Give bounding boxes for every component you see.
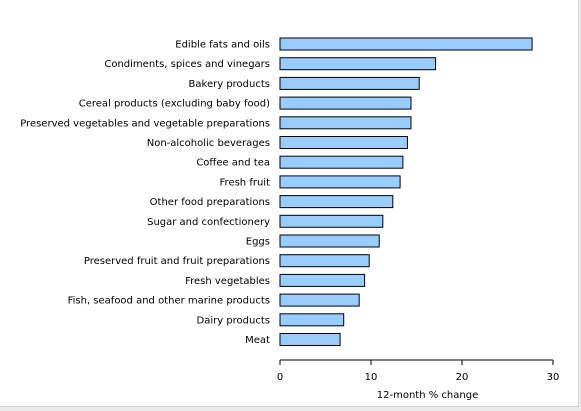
bar [279, 37, 533, 51]
category-label: Cereal products (excluding baby food) [79, 99, 270, 110]
x-ticks-group: 0 10 20 30 [277, 360, 560, 383]
x-axis: 0 10 20 30 [277, 359, 560, 383]
x-tick-label: 0 [277, 372, 283, 383]
category-label: Fish, seafood and other marine products [68, 296, 270, 307]
bar [279, 234, 380, 248]
category-label: Eggs [246, 237, 270, 248]
x-tick-label: 20 [456, 372, 469, 383]
bar [279, 293, 360, 307]
bars-group [279, 37, 533, 346]
bar [279, 273, 366, 287]
category-label: Dairy products [197, 315, 271, 326]
category-label: Meat [245, 335, 270, 346]
category-label: Non-alcoholic beverages [147, 138, 270, 149]
category-label: Fresh vegetables [185, 276, 270, 287]
category-label: Bakery products [189, 79, 270, 90]
category-label: Fresh fruit [220, 177, 271, 188]
x-tick-label: 30 [547, 372, 560, 383]
bar [279, 155, 404, 169]
category-labels-group: Edible fats and oils Condiments, spices a… [20, 40, 270, 347]
category-label: Preserved vegetables and vegetable prepa… [20, 118, 270, 129]
bar [279, 175, 401, 189]
bar [279, 116, 412, 130]
bar [279, 96, 412, 110]
category-label: Condiments, spices and vinegars [104, 59, 270, 70]
category-label: Preserved fruit and fruit preparations [84, 256, 270, 267]
category-label: Coffee and tea [196, 158, 270, 169]
bar [279, 214, 384, 228]
bar [279, 195, 394, 209]
bar [279, 76, 420, 90]
bar [279, 57, 437, 71]
x-tick-label: 10 [365, 372, 378, 383]
bar [279, 254, 370, 268]
bar [279, 136, 408, 149]
category-label: Edible fats and oils [175, 40, 270, 51]
category-label: Sugar and confectionery [147, 217, 270, 228]
category-label: Other food preparations [150, 197, 270, 208]
x-axis-title: 12-month % change [377, 390, 478, 401]
bar [279, 313, 345, 327]
bar [279, 333, 341, 346]
